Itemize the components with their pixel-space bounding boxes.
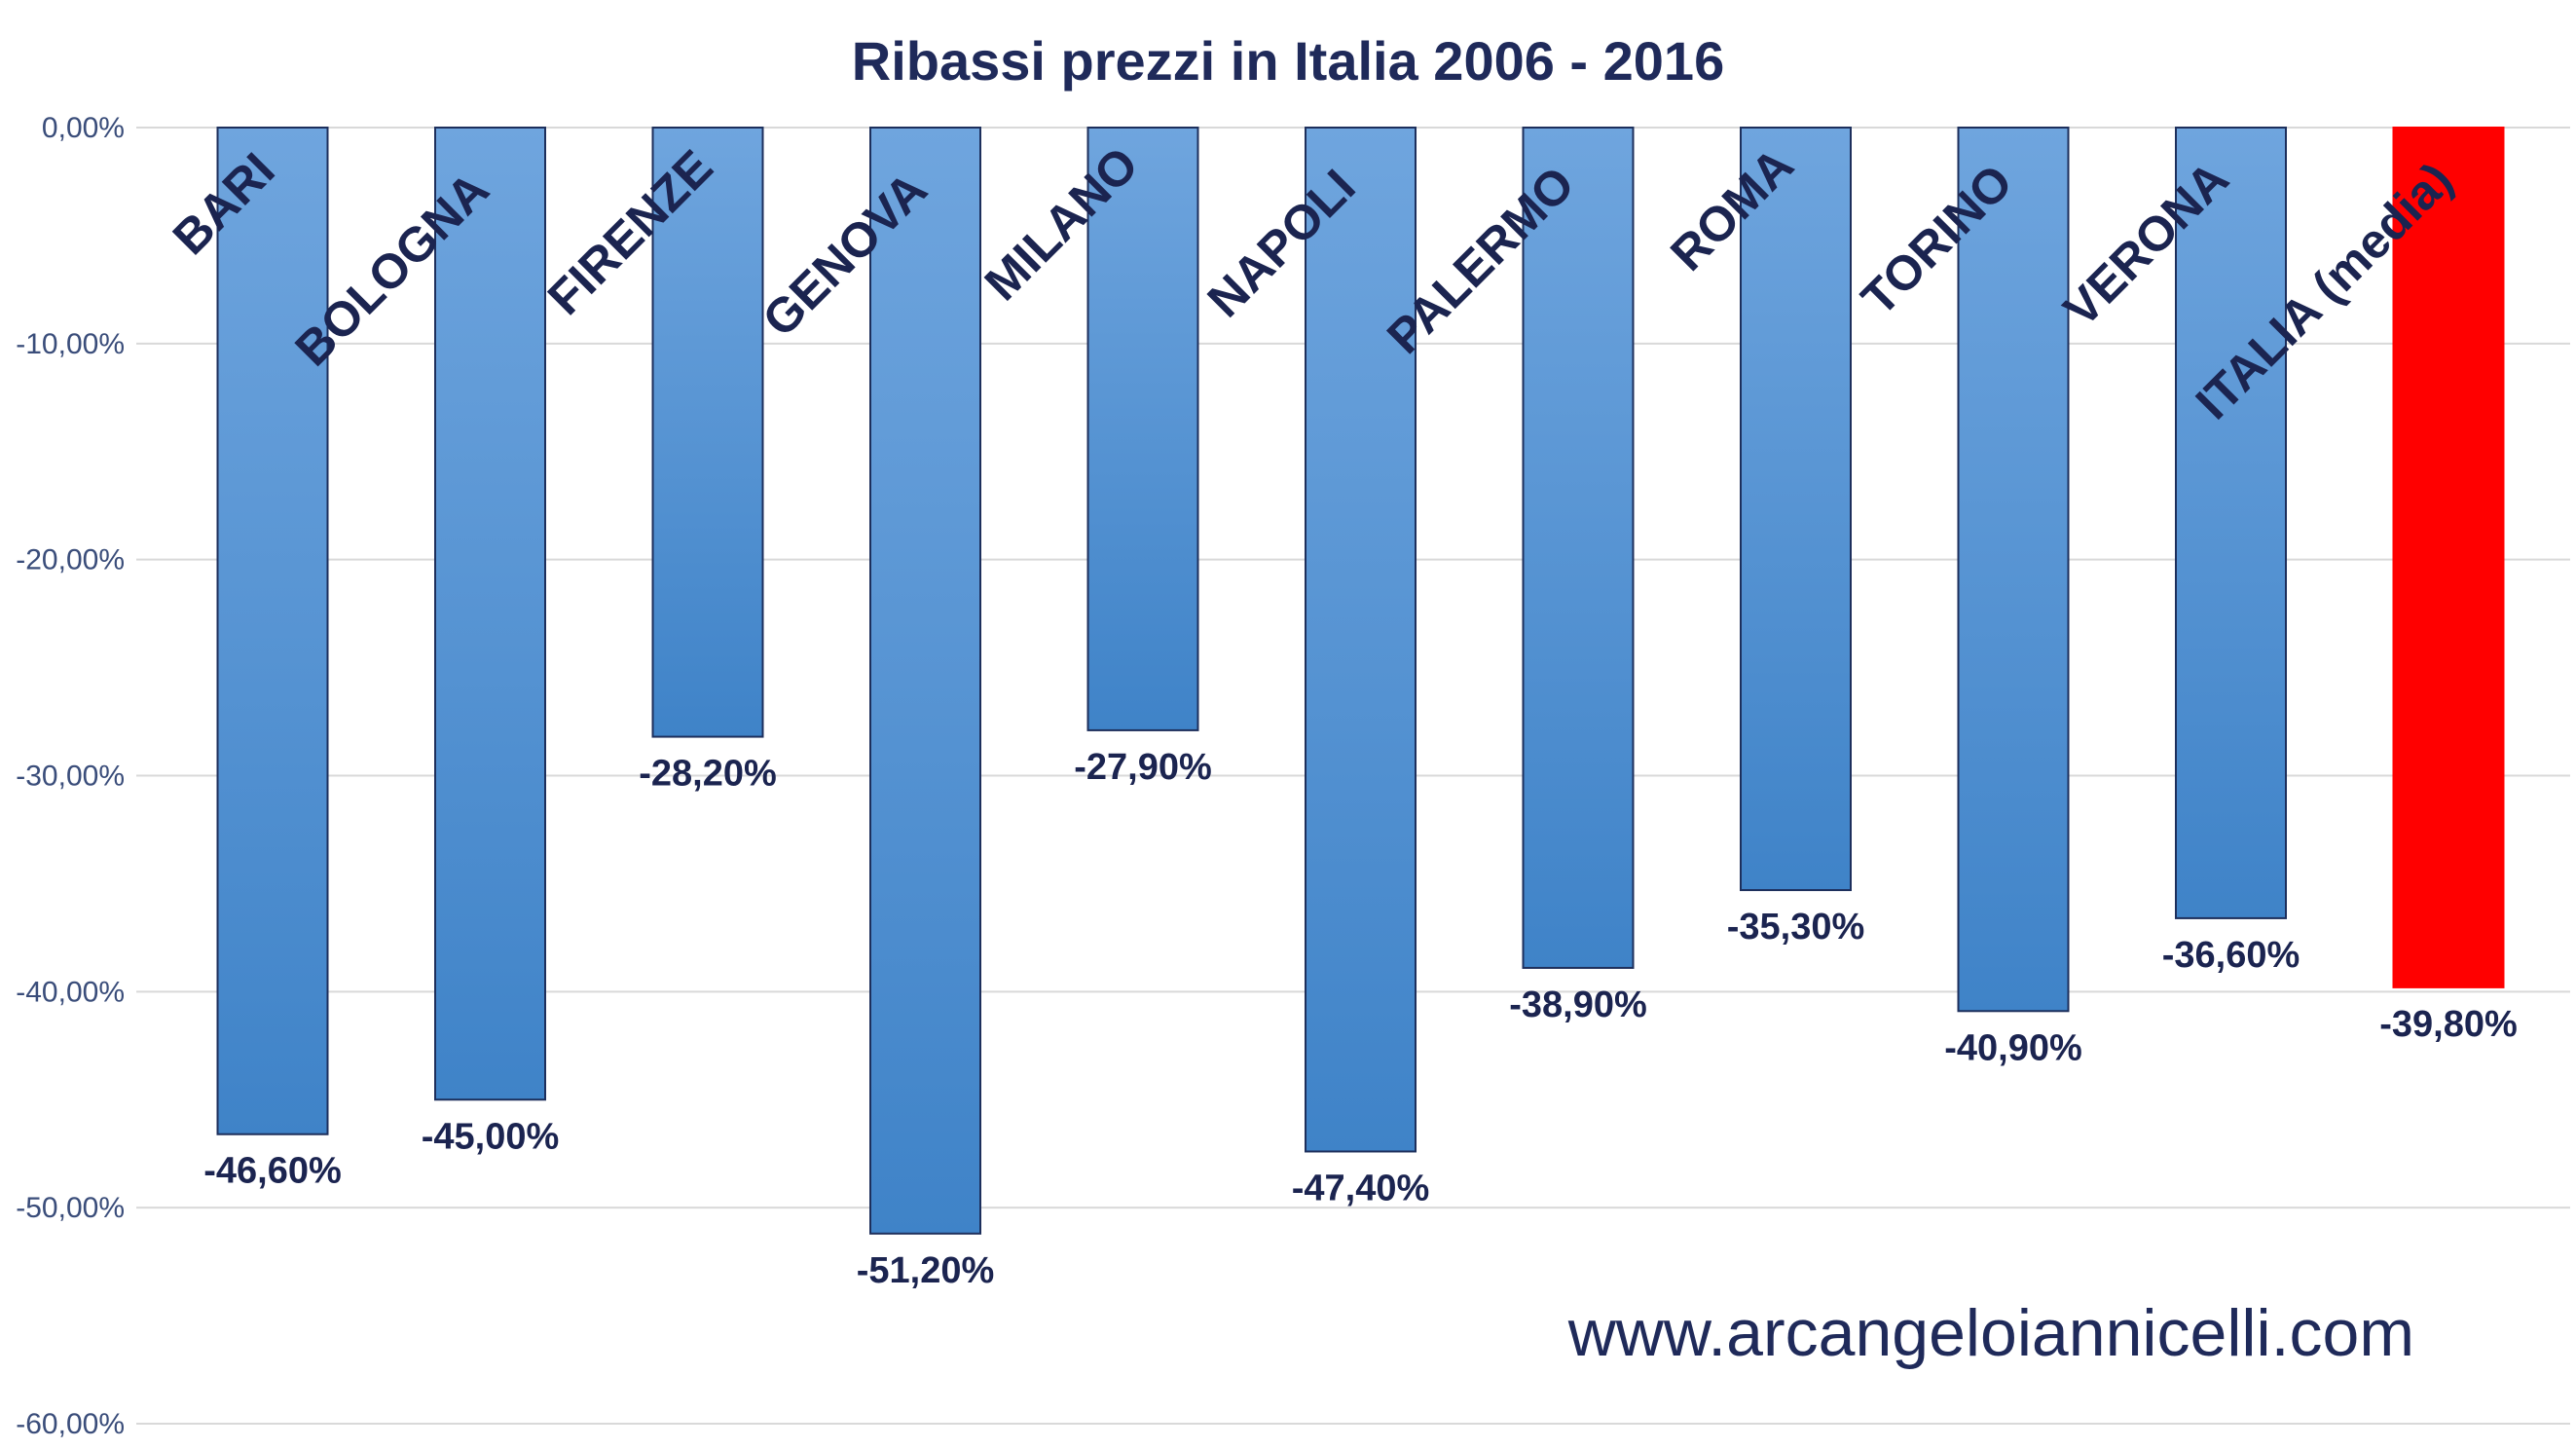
data-label: -47,40% [1292, 1168, 1430, 1208]
y-tick-label: -30,00% [16, 761, 125, 793]
data-label: -38,90% [1509, 985, 1647, 1025]
bar-torino [1957, 127, 2070, 1013]
bar-bari [216, 127, 329, 1135]
bar-bologna [434, 127, 546, 1101]
bar-napoli [1305, 127, 1417, 1153]
bars [216, 127, 2505, 1235]
y-tick-label: -20,00% [16, 544, 125, 576]
data-label: -28,20% [639, 754, 777, 795]
bar-genova [869, 127, 981, 1235]
website-watermark: www.arcangeloiannicelli.com [1567, 1296, 2414, 1370]
chart-title: Ribassi prezzi in Italia 2006 - 2016 [852, 30, 1724, 92]
data-label: -35,30% [1727, 907, 1865, 947]
data-label: -46,60% [203, 1151, 342, 1192]
data-label: -39,80% [2379, 1004, 2518, 1045]
y-tick-label: -10,00% [16, 328, 125, 360]
bar-italia-media [2392, 127, 2505, 988]
bar-verona [2175, 127, 2287, 919]
data-label: -27,90% [1074, 747, 1212, 788]
y-tick-label: 0,00% [42, 112, 125, 144]
y-tick-label: -60,00% [16, 1408, 125, 1440]
y-tick-label: -40,00% [16, 976, 125, 1008]
data-labels: -46,60% -45,00% -28,20% -51,20% -27,90% -47,4… [203, 747, 2518, 1291]
y-axis-tick-labels: 0,00% -10,00% -20,00% -30,00% -40,00% -50,00%… [16, 112, 125, 1440]
data-label: -51,20% [857, 1250, 995, 1291]
data-label: -40,90% [1944, 1027, 2082, 1068]
bar-roma [1740, 127, 1852, 892]
y-tick-label: -50,00% [16, 1192, 125, 1224]
bar-firenze [651, 127, 764, 738]
data-label: -36,60% [2162, 935, 2300, 976]
bar-milano [1086, 127, 1199, 731]
data-label: -45,00% [422, 1116, 560, 1157]
bar-palermo [1522, 127, 1635, 969]
